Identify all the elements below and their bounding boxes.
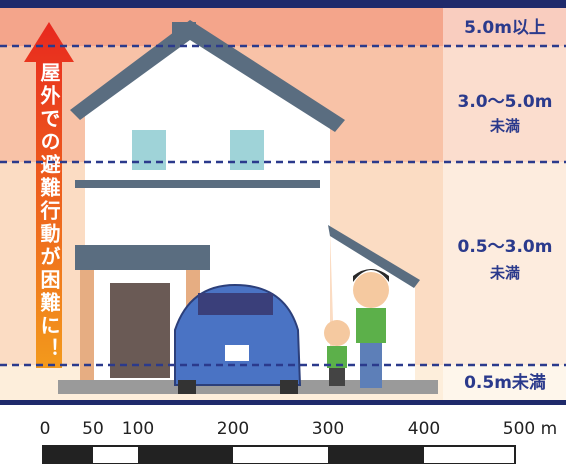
scale-label: 100: [122, 419, 154, 439]
arrow-text: 屋外での避難行動が困難に！: [37, 62, 61, 361]
level-sub: 未満: [489, 117, 520, 135]
label-column: [443, 8, 566, 400]
scale-bar: [42, 445, 516, 464]
bottom-bar: [0, 400, 566, 405]
scale-label: 200: [217, 419, 249, 439]
people: [324, 269, 389, 388]
warning-arrow: [24, 22, 74, 368]
scale-label: 50: [82, 419, 104, 439]
car: [174, 283, 302, 394]
level-label: 5.0m以上: [464, 18, 546, 38]
scale-label: 300: [312, 419, 344, 439]
top-bar: [0, 0, 566, 8]
scale-label: 500 m: [503, 419, 557, 439]
level-label: 3.0～5.0m: [458, 92, 553, 112]
level-sub: 未満: [489, 264, 520, 282]
scale-label: 400: [408, 419, 440, 439]
level-label: 0.5m未満: [464, 372, 546, 393]
band-1: [0, 8, 566, 46]
level-label: 0.5～3.0m: [458, 237, 553, 257]
scale-label: 0: [40, 419, 51, 439]
level-lines: [0, 44, 566, 367]
